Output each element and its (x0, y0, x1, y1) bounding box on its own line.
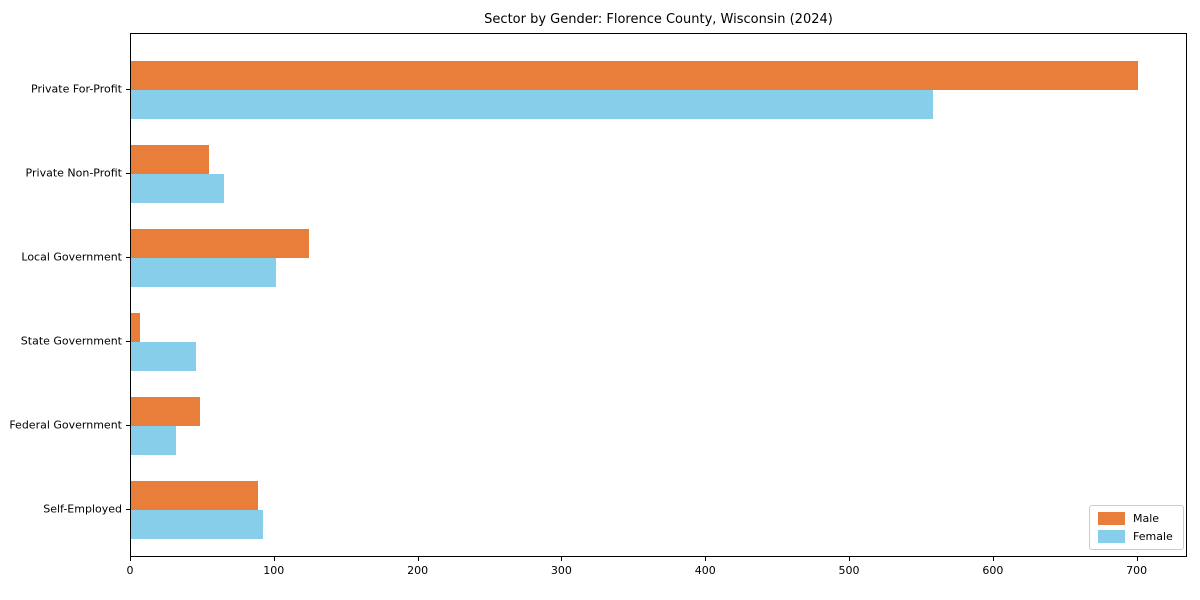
xtick-mark-5 (849, 557, 851, 561)
chart-title: Sector by Gender: Florence County, Wisco… (484, 12, 833, 27)
ytick-mark-0 (126, 88, 130, 90)
ytick-mark-3 (126, 340, 130, 342)
legend-swatch-female (1098, 530, 1125, 543)
xtick-label-5: 500 (838, 564, 860, 577)
legend-item-male: Male (1098, 512, 1173, 525)
bar-male-3 (131, 312, 140, 342)
ytick-mark-2 (126, 256, 130, 258)
legend: Male Female (1089, 505, 1184, 550)
legend-label-male: Male (1133, 512, 1160, 525)
ytick-label-5: Self-Employed (43, 502, 122, 515)
bar-female-0 (131, 89, 934, 119)
legend-swatch-male (1098, 512, 1125, 525)
xtick-mark-6 (992, 557, 994, 561)
bar-female-4 (131, 425, 176, 455)
xtick-label-3: 300 (550, 564, 572, 577)
xtick-label-1: 100 (263, 564, 285, 577)
bar-male-1 (131, 144, 209, 174)
ytick-label-0: Private For-Profit (31, 82, 122, 95)
xtick-label-0: 0 (126, 564, 134, 577)
bar-male-2 (131, 228, 310, 258)
xtick-mark-0 (130, 557, 131, 561)
plot-area (130, 33, 1187, 557)
xtick-mark-4 (705, 557, 707, 561)
ytick-mark-4 (126, 424, 130, 426)
xtick-mark-3 (561, 557, 563, 561)
bar-female-1 (131, 173, 225, 203)
bar-female-2 (131, 257, 277, 287)
bar-female-5 (131, 509, 264, 539)
legend-label-female: Female (1133, 530, 1173, 543)
xtick-label-6: 600 (982, 564, 1004, 577)
xtick-label-4: 400 (694, 564, 716, 577)
ytick-mark-1 (126, 172, 130, 174)
legend-item-female: Female (1098, 530, 1173, 543)
xtick-mark-2 (417, 557, 419, 561)
ytick-label-4: Federal Government (9, 418, 122, 431)
xtick-label-7: 700 (1126, 564, 1148, 577)
bar-male-4 (131, 396, 201, 426)
ytick-label-3: State Government (20, 334, 122, 347)
bar-female-3 (131, 341, 196, 371)
xtick-label-2: 200 (407, 564, 429, 577)
xtick-mark-7 (1136, 557, 1138, 561)
bar-male-5 (131, 480, 258, 510)
ytick-label-1: Private Non-Profit (25, 166, 122, 179)
ytick-label-2: Local Government (21, 250, 122, 263)
xtick-mark-1 (273, 557, 275, 561)
bar-male-0 (131, 60, 1138, 90)
ytick-mark-5 (126, 508, 130, 510)
